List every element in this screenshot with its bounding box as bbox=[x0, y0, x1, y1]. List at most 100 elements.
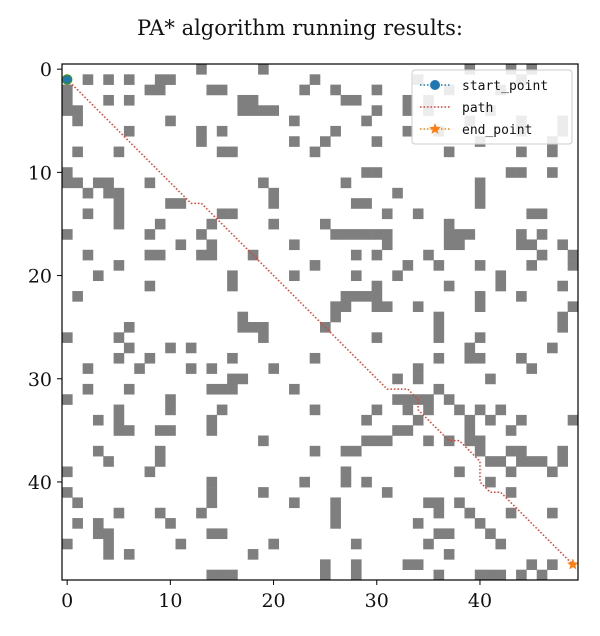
obstacle-cell bbox=[196, 64, 207, 75]
obstacle-cell bbox=[423, 394, 434, 405]
obstacle-cell bbox=[443, 229, 455, 240]
obstacle-cell bbox=[227, 383, 238, 395]
obstacle-cell bbox=[123, 322, 135, 333]
obstacle-cell bbox=[526, 239, 538, 251]
obstacle-cell bbox=[92, 518, 104, 529]
obstacle-cell bbox=[495, 404, 507, 416]
obstacle-cell bbox=[330, 497, 341, 509]
obstacle-cell bbox=[433, 383, 445, 395]
obstacle-cell bbox=[423, 249, 434, 261]
obstacle-cell bbox=[113, 414, 125, 426]
chart-title: PA* algorithm running results: bbox=[137, 16, 463, 40]
obstacle-cell bbox=[412, 301, 424, 312]
obstacle-cell bbox=[464, 229, 476, 240]
obstacle-cell bbox=[330, 507, 341, 519]
obstacle-cell bbox=[216, 569, 228, 580]
obstacle-cell bbox=[247, 549, 259, 560]
obstacle-cell bbox=[227, 352, 238, 364]
obstacle-cell bbox=[464, 425, 476, 436]
obstacle-cell bbox=[485, 456, 496, 467]
obstacle-cell bbox=[330, 229, 341, 240]
obstacle-cell bbox=[557, 456, 568, 467]
obstacle-cell bbox=[175, 198, 187, 209]
obstacle-cell bbox=[474, 291, 486, 302]
obstacle-cell bbox=[381, 229, 393, 240]
obstacle-cell bbox=[216, 125, 228, 137]
obstacle-cell bbox=[113, 404, 125, 416]
obstacle-cell bbox=[258, 177, 269, 189]
obstacle-cell bbox=[72, 497, 83, 509]
obstacle-cell bbox=[175, 538, 187, 550]
obstacle-cell bbox=[82, 208, 94, 220]
obstacle-cell bbox=[412, 208, 424, 220]
obstacle-cell bbox=[258, 435, 269, 447]
obstacle-cell bbox=[247, 322, 259, 333]
obstacle-cell bbox=[258, 322, 269, 333]
end-point-marker bbox=[567, 558, 578, 570]
obstacle-cell bbox=[72, 291, 83, 302]
obstacle-cell bbox=[175, 239, 187, 251]
obstacle-cell bbox=[402, 559, 414, 570]
obstacle-cell bbox=[371, 404, 383, 416]
obstacle-cell bbox=[526, 208, 538, 220]
obstacle-cell bbox=[547, 342, 558, 354]
obstacle-cell bbox=[227, 373, 238, 385]
obstacle-cell bbox=[495, 456, 507, 467]
obstacle-cell bbox=[92, 414, 104, 426]
obstacle-cell bbox=[371, 229, 383, 240]
obstacle-cell bbox=[412, 518, 424, 529]
obstacle-cell bbox=[392, 394, 403, 405]
obstacle-cell bbox=[165, 425, 176, 436]
obstacle-cell bbox=[216, 528, 228, 540]
obstacle-cell bbox=[495, 270, 507, 282]
obstacle-cell bbox=[144, 280, 156, 292]
obstacle-cell bbox=[103, 538, 114, 550]
obstacle-cell bbox=[320, 559, 331, 570]
obstacle-cell bbox=[350, 198, 362, 209]
obstacle-cell bbox=[371, 435, 383, 447]
obstacle-cell bbox=[495, 538, 507, 550]
path-line bbox=[66, 78, 574, 566]
obstacle-cell bbox=[505, 487, 517, 498]
obstacle-cell bbox=[381, 435, 393, 447]
obstacle-cell bbox=[350, 291, 362, 302]
obstacle-cell bbox=[567, 414, 578, 426]
obstacle-cell bbox=[206, 249, 218, 261]
obstacle-cell bbox=[309, 445, 321, 457]
obstacle-cell bbox=[361, 291, 372, 302]
obstacle-cell bbox=[474, 518, 486, 529]
obstacle-cell bbox=[474, 435, 486, 447]
obstacle-cell bbox=[350, 229, 362, 240]
obstacle-cell bbox=[144, 177, 156, 189]
obstacle-cell bbox=[103, 187, 114, 199]
obstacle-cell bbox=[330, 518, 341, 529]
obstacle-cell bbox=[216, 383, 228, 395]
obstacle-cell bbox=[258, 64, 269, 75]
obstacle-cell bbox=[464, 507, 476, 519]
obstacle-cell bbox=[82, 249, 94, 261]
obstacle-cell bbox=[103, 74, 114, 85]
obstacle-cell bbox=[371, 136, 383, 147]
obstacle-cell bbox=[443, 549, 455, 560]
obstacle-cell bbox=[381, 208, 393, 220]
obstacle-cell bbox=[299, 476, 310, 488]
obstacle-cell bbox=[371, 249, 383, 261]
obstacle-cell bbox=[340, 445, 352, 457]
legend-label: path bbox=[462, 101, 493, 116]
obstacle-cell bbox=[474, 404, 486, 416]
obstacle-cell bbox=[402, 394, 414, 405]
obstacle-cell bbox=[82, 363, 94, 374]
obstacle-cell bbox=[227, 569, 238, 580]
obstacle-cell bbox=[268, 538, 280, 550]
obstacle-cell bbox=[123, 342, 135, 354]
obstacle-cell bbox=[505, 64, 517, 75]
obstacle-cell bbox=[464, 435, 476, 447]
obstacle-cell bbox=[392, 270, 403, 282]
obstacle-cell bbox=[216, 84, 228, 96]
obstacle-cell bbox=[144, 352, 156, 364]
obstacle-cell bbox=[423, 435, 434, 447]
obstacle-cell bbox=[123, 125, 135, 137]
obstacle-cell bbox=[371, 84, 383, 96]
obstacle-cell bbox=[165, 342, 176, 354]
x-tick-label: 0 bbox=[61, 590, 73, 612]
